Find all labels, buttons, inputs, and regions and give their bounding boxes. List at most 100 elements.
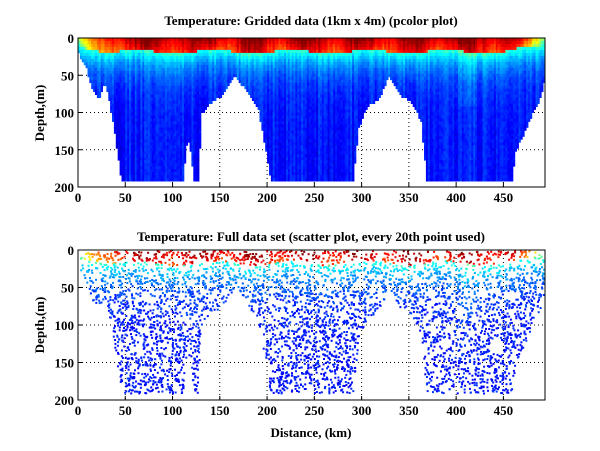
pcolor-cell (306, 46, 310, 51)
pcolor-cell (286, 61, 289, 66)
pcolor-cell (276, 58, 279, 63)
pcolor-cell (287, 109, 291, 113)
pcolor-cell (214, 85, 217, 90)
pcolor-cell (125, 112, 128, 116)
pcolor-cell (333, 139, 336, 143)
pcolor-cell (127, 142, 130, 146)
pcolor-cell (178, 157, 181, 161)
pcolor-cell (87, 67, 90, 72)
pcolor-cell (202, 91, 206, 95)
pcolor-cell (138, 148, 141, 152)
pcolor-cell (301, 163, 304, 167)
pcolor-cell (289, 103, 293, 107)
pcolor-cell (155, 38, 158, 42)
pcolor-cell (299, 115, 302, 119)
pcolor-cell (178, 133, 181, 137)
pcolor-cell (291, 97, 294, 101)
pcolor-cell (142, 178, 145, 182)
pcolor-cell (282, 94, 285, 98)
pcolor-cell (267, 115, 270, 119)
pcolor-cell (138, 112, 141, 116)
pcolor-cell (176, 44, 179, 48)
pcolor-cell (134, 73, 137, 78)
pcolor-cell (136, 38, 139, 42)
pcolor-cell (318, 94, 321, 98)
pcolor-cell (140, 38, 143, 42)
pcolor-cell (306, 97, 310, 101)
pcolor-cell (316, 169, 319, 173)
pcolor-cell (301, 44, 304, 48)
pcolor-cell (159, 172, 162, 176)
pcolor-cell (331, 52, 334, 57)
pcolor-cell (216, 70, 219, 75)
pcolor-cell (191, 70, 194, 75)
pcolor-cell (166, 169, 170, 173)
pcolor-cell (267, 85, 270, 90)
pcolor-cell (172, 121, 175, 125)
pcolor-cell (291, 145, 294, 149)
pcolor-cell (263, 124, 266, 128)
pcolor-cell (191, 61, 194, 66)
pcolor-cell (321, 97, 325, 101)
pcolor-cell (85, 38, 88, 42)
pcolor-cell (331, 160, 334, 164)
pcolor-cell (338, 88, 342, 93)
pcolor-cell (144, 166, 147, 170)
pcolor-cell (180, 142, 183, 146)
pcolor-cell (132, 64, 136, 69)
pcolor-cell (166, 61, 170, 66)
pcolor-cell (170, 154, 173, 158)
pcolor-cell (335, 178, 338, 182)
pcolor-cell (299, 88, 302, 93)
pcolor-cell (78, 38, 81, 42)
pcolor-cell (146, 166, 149, 170)
pcolor-cell (115, 97, 119, 101)
pcolor-cell (151, 145, 154, 149)
pcolor-cell (180, 44, 183, 48)
pcolor-cell (216, 38, 219, 42)
pcolor-cell (325, 148, 328, 152)
pcolor-cell (125, 67, 128, 72)
pcolor-cell (269, 103, 272, 107)
pcolor-cell (87, 73, 90, 78)
pcolor-cell (100, 85, 103, 90)
pcolor-cell (219, 88, 223, 93)
pcolor-cell (261, 118, 264, 122)
pcolor-cell (117, 151, 120, 155)
pcolor-cell (136, 61, 139, 66)
pcolor-cell (174, 61, 177, 66)
pcolor-cell (202, 103, 206, 107)
pcolor-cell (265, 61, 268, 66)
pcolor-cell (165, 82, 168, 87)
pcolor-cell (263, 121, 266, 125)
pcolor-cell (261, 64, 264, 69)
pcolor-cell (321, 76, 325, 81)
pcolor-cell (93, 41, 96, 45)
pcolor-cell (321, 127, 325, 131)
pcolor-cell (148, 91, 151, 95)
pcolor-cell (338, 97, 342, 101)
pcolor-cell (132, 145, 136, 149)
pcolor-cell (312, 100, 315, 104)
pcolor-cell (144, 172, 147, 176)
pcolor-cell (144, 55, 147, 60)
pcolor-cell (272, 148, 275, 152)
pcolor-cell (172, 136, 175, 140)
pcolor-cell (170, 136, 173, 140)
pcolor-cell (270, 127, 274, 131)
pcolor-cell (295, 124, 298, 128)
pcolor-cell (304, 121, 308, 125)
pcolor-cell (96, 88, 100, 93)
pcolor-cell (306, 175, 310, 179)
pcolor-cell (208, 67, 211, 72)
pcolor-cell (335, 115, 338, 119)
pcolor-cell (308, 46, 311, 51)
pcolor-cell (250, 79, 253, 84)
pcolor-cell (170, 163, 173, 167)
pcolor-cell (142, 151, 145, 155)
pcolor-cell (229, 52, 232, 57)
pcolor-cell (276, 49, 279, 54)
pcolor-cell (295, 64, 298, 69)
pcolor-cell (286, 97, 289, 101)
pcolor-cell (140, 55, 143, 60)
